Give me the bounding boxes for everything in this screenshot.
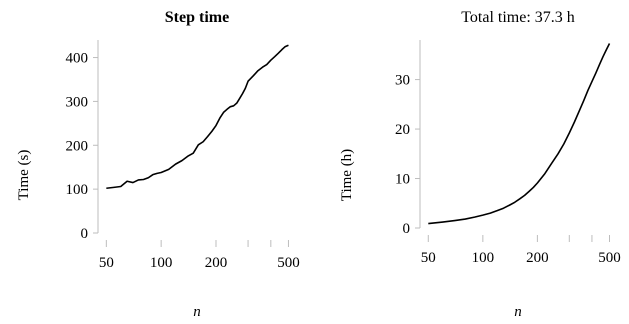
total-time-y-tick-label: 10 [395, 172, 410, 188]
total-time-series-line [428, 43, 611, 225]
step-time-x-tick-label: 500 [277, 255, 300, 271]
total-time-x-axis-label: n [514, 304, 522, 320]
total-time-x-tick-label: 200 [526, 250, 549, 266]
total-time-x-tick-label: 100 [472, 250, 495, 266]
step-time-y-tick-label: 100 [66, 182, 89, 198]
total-time-x-tick-label: 50 [421, 250, 436, 266]
step-time-panel: Step time Time (s) n 0 100 200 300 400 50 100 2… [16, 9, 300, 320]
step-time-y-axis-label: Time (s) [16, 150, 32, 201]
step-time-series-line [106, 44, 289, 190]
step-time-x-tick-label: 100 [150, 255, 173, 271]
step-time-y-tick-label: 300 [66, 94, 89, 110]
step-time-y-tick-label: 200 [66, 138, 89, 154]
step-time-y-tick-label: 0 [81, 226, 89, 242]
total-time-y-tick-label: 30 [395, 73, 410, 89]
total-time-y-tick-label: 20 [395, 122, 410, 138]
total-time-panel: Total time: 37.3 h Time (h) n 0 10 20 30 50 1… [339, 9, 621, 320]
step-time-y-tick-label: 400 [66, 51, 89, 67]
step-time-x-tick-label: 50 [99, 255, 114, 271]
step-time-x-axis-label: n [193, 304, 201, 320]
step-time-x-tick-label: 200 [205, 255, 228, 271]
total-time-x-tick-label: 500 [598, 250, 621, 266]
total-time-y-axis-label: Time (h) [339, 149, 355, 201]
step-time-title: Step time [165, 9, 229, 26]
total-time-title: Total time: 37.3 h [461, 9, 575, 26]
total-time-y-tick-label: 0 [403, 221, 411, 237]
